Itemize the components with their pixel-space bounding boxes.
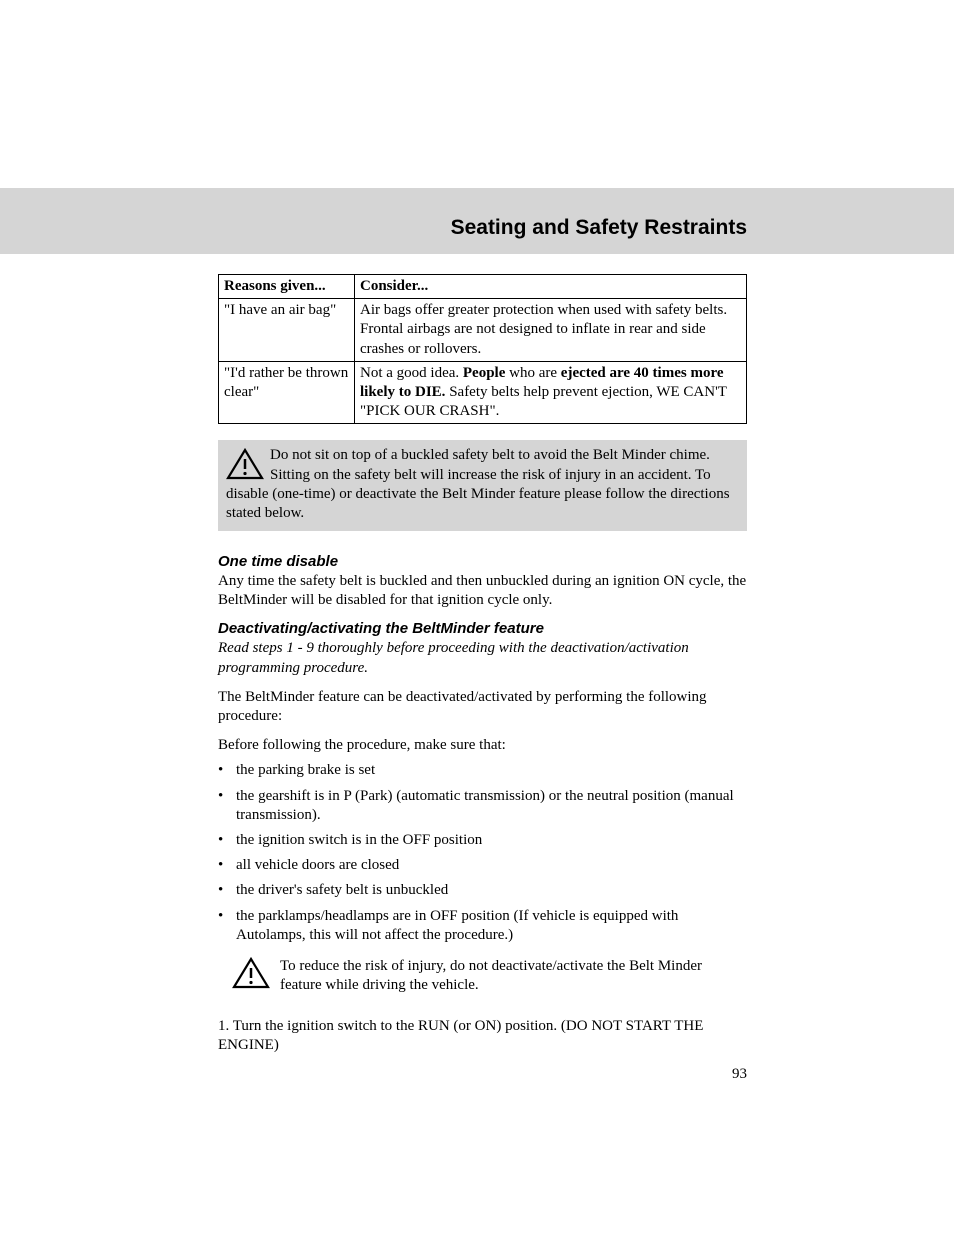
read-steps-note: Read steps 1 - 9 thoroughly before proce…	[218, 639, 747, 677]
before-procedure: Before following the procedure, make sur…	[218, 736, 747, 755]
table-row: "I have an air bag" Air bags offer great…	[219, 299, 747, 362]
reason-cell: "I'd rather be thrown clear"	[219, 361, 355, 424]
section-title-banner: Seating and Safety Restraints	[0, 188, 954, 254]
warning-text: Do not sit on top of a buckled safety be…	[226, 447, 730, 521]
table-header-consider: Consider...	[355, 275, 747, 299]
one-time-body: Any time the safety belt is buckled and …	[218, 572, 747, 610]
warning-triangle-icon	[232, 957, 270, 989]
reason-cell: "I have an air bag"	[219, 299, 355, 362]
deactivate-intro: The BeltMinder feature can be deactivate…	[218, 688, 747, 726]
consider-cell: Not a good idea. People who are ejected …	[355, 361, 747, 424]
section-title: Seating and Safety Restraints	[218, 216, 747, 240]
warning-inline: To reduce the risk of injury, do not dea…	[218, 957, 747, 995]
warning-triangle-icon	[226, 448, 264, 480]
list-item: all vehicle doors are closed	[218, 856, 747, 875]
prerequisite-list: the parking brake is set the gearshift i…	[218, 761, 747, 945]
warning-box: Do not sit on top of a buckled safety be…	[218, 440, 747, 531]
list-item: the ignition switch is in the OFF positi…	[218, 831, 747, 850]
table-header-reasons: Reasons given...	[219, 275, 355, 299]
page-number: 93	[218, 1066, 747, 1083]
table-header-row: Reasons given... Consider...	[219, 275, 747, 299]
subheading-one-time: One time disable	[218, 553, 747, 570]
subheading-deactivate: Deactivating/activating the BeltMinder f…	[218, 620, 747, 637]
list-item: the gearshift is in P (Park) (automatic …	[218, 787, 747, 825]
list-item: the parklamps/headlamps are in OFF posit…	[218, 907, 747, 945]
warning-text: To reduce the risk of injury, do not dea…	[280, 957, 747, 995]
table-row: "I'd rather be thrown clear" Not a good …	[219, 361, 747, 424]
reasons-table: Reasons given... Consider... "I have an …	[218, 274, 747, 424]
step-1: 1. Turn the ignition switch to the RUN (…	[218, 1017, 747, 1055]
list-item: the driver's safety belt is unbuckled	[218, 881, 747, 900]
list-item: the parking brake is set	[218, 761, 747, 780]
consider-cell: Air bags offer greater protection when u…	[355, 299, 747, 362]
